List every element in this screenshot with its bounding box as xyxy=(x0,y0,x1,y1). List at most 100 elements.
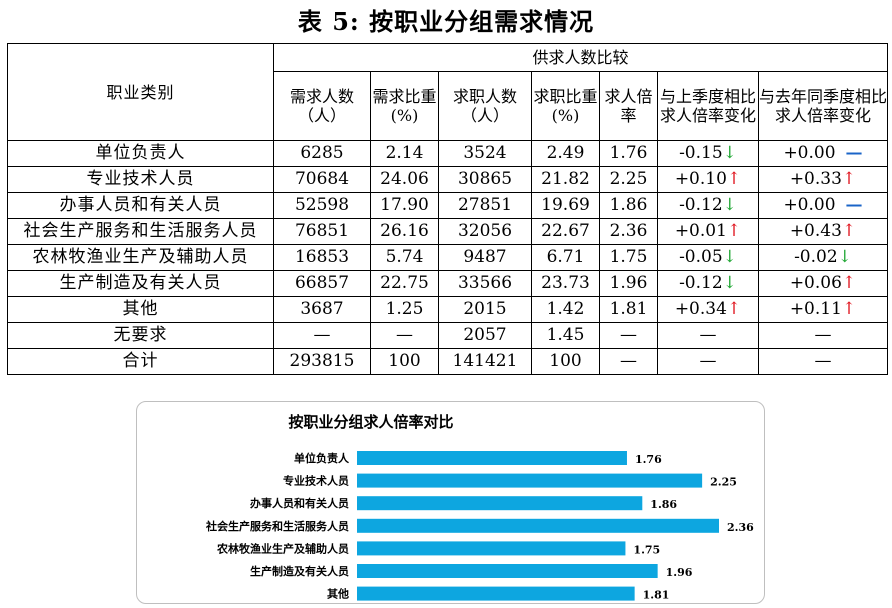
row-qoq-change-value: +0.10 xyxy=(674,169,727,189)
row-demand-share: 100 xyxy=(370,348,439,375)
row-seeker-share: 100 xyxy=(531,348,600,375)
row-demand-count: 52598 xyxy=(273,192,371,219)
ratio-bar-chart: 按职业分组求人倍率对比 单位负责人 1.76 专业技术人员 2.25 办事人员和有关人员… xyxy=(205,413,754,602)
row-yoy-change-value: +0.43 xyxy=(789,221,842,241)
row-qoq-change-value: -0.12 xyxy=(679,273,723,293)
row-seeker-count-value: 33566 xyxy=(457,273,513,293)
header-group: 供求人数比较 xyxy=(273,43,888,72)
table-title: 表 5: 按职业分组需求情况 xyxy=(297,7,595,36)
row-qoq-change: -0.15↓ xyxy=(657,140,759,167)
row-yoy-change-value: — xyxy=(814,351,832,371)
row-category: 其他 xyxy=(7,296,274,323)
row-demand-share-value: 100 xyxy=(388,351,421,371)
row-category: 无要求 xyxy=(7,322,274,349)
row-yoy-change-value: +0.33 xyxy=(789,169,842,189)
row-category: 专业技术人员 xyxy=(7,166,274,193)
row-category: 农林牧渔业生产及辅助人员 xyxy=(7,244,274,271)
chart-data-label: 1.86 xyxy=(650,498,677,511)
row-seeker-share-value: 2.49 xyxy=(546,143,585,163)
row-qoq-change: +0.34↑ xyxy=(657,296,759,323)
row-seeker-count: 2015 xyxy=(438,296,532,323)
row-demand-count: 66857 xyxy=(273,270,371,297)
table-body: 单位负责人 6285 2.14 3524 2.49 1.76 -0.15↓ +0.00— 专业技… xyxy=(7,140,888,375)
header-qoq: 与上季度相比求人倍率变化 xyxy=(657,71,759,141)
arrow-down-icon: ↓ xyxy=(722,247,737,267)
chart-bar xyxy=(357,518,719,533)
header-ratio-label: 求人倍率 xyxy=(604,87,653,125)
row-ratio: 1.75 xyxy=(599,244,658,271)
row-seeker-share: 6.71 xyxy=(531,244,600,271)
row-qoq-change: -0.12↓ xyxy=(657,270,759,297)
row-seeker-count: 30865 xyxy=(438,166,532,193)
table-row: 专业技术人员 70684 24.06 30865 21.82 2.25 +0.10↑ +0.3… xyxy=(7,166,888,193)
chart-data-label: 1.81 xyxy=(643,589,670,602)
row-qoq-change: +0.10↑ xyxy=(657,166,759,193)
row-category: 合计 xyxy=(7,348,274,375)
row-ratio: 2.25 xyxy=(599,166,658,193)
row-yoy-change: +0.06↑ xyxy=(758,270,888,297)
row-demand-share-value: 1.25 xyxy=(385,299,424,319)
row-demand-count-value: 3687 xyxy=(300,299,344,319)
chart-category-label: 农林牧渔业生产及辅助人员 xyxy=(216,541,349,555)
chart-data-label: 1.75 xyxy=(633,543,660,556)
row-seeker-count: 2057 xyxy=(438,322,532,349)
row-category-value: 社会生产服务和生活服务人员 xyxy=(23,221,258,241)
row-qoq-change-value: — xyxy=(699,351,717,371)
row-qoq-change-value: -0.05 xyxy=(679,247,723,267)
chart-bar xyxy=(357,496,643,511)
row-seeker-share-value: 21.82 xyxy=(541,169,590,189)
chart-category-label: 办事人员和有关人员 xyxy=(250,496,349,510)
row-category-value: 专业技术人员 xyxy=(86,169,195,189)
row-seeker-share-value: 1.45 xyxy=(546,325,585,345)
row-ratio-value: — xyxy=(620,351,637,371)
occupation-demand-table: 职业类别 供求人数比较 需求人数（人） 需求比重(%) 求职人数（人） 求职比重… xyxy=(7,43,888,375)
header-demand-share: 需求比重(%) xyxy=(370,71,439,141)
row-demand-share-value: 2.14 xyxy=(385,143,424,163)
row-seeker-count-value: 9487 xyxy=(463,247,507,267)
row-seeker-share-value: 22.67 xyxy=(541,221,590,241)
header-yoy-label: 与去年同季度相比求人倍率变化 xyxy=(759,87,888,125)
row-demand-count: 293815 xyxy=(273,348,371,375)
row-seeker-share-value: 19.69 xyxy=(541,195,590,215)
row-seeker-share: 22.67 xyxy=(531,218,600,245)
row-yoy-change: +0.00 — xyxy=(758,140,888,167)
row-ratio-value: 1.96 xyxy=(609,273,648,293)
row-seeker-count-value: 3524 xyxy=(463,143,507,163)
row-qoq-change: +0.01↑ xyxy=(657,218,759,245)
table-row: 社会生产服务和生活服务人员 76851 26.16 32056 22.67 2.36 +0.… xyxy=(7,218,888,245)
header-seeker-count-label: 求职人数（人） xyxy=(452,87,517,125)
chart-bar xyxy=(357,541,626,556)
row-seeker-count-value: 30865 xyxy=(457,169,513,189)
row-yoy-change-value: +0.00 xyxy=(783,143,836,163)
row-demand-share-value: 26.16 xyxy=(380,221,429,241)
header-demand-count-label: 需求人数（人） xyxy=(289,87,354,125)
arrow-down-icon: ↓ xyxy=(722,143,737,163)
row-seeker-count-value: 141421 xyxy=(452,351,518,371)
arrow-up-icon: ↑ xyxy=(841,221,857,241)
chart-data-label: 1.76 xyxy=(635,453,662,466)
chart-bar xyxy=(357,473,703,488)
table-row: 其他 3687 1.25 2015 1.42 1.81 +0.34↑ +0.11↑ xyxy=(7,296,888,323)
row-seeker-share: 2.49 xyxy=(531,140,600,167)
row-demand-share-value: 24.06 xyxy=(380,169,429,189)
chart-bar xyxy=(357,586,635,601)
table-row: 农林牧渔业生产及辅助人员 16853 5.74 9487 6.71 1.75 -0.05↓ -… xyxy=(7,244,888,271)
header-seeker-count: 求职人数（人） xyxy=(438,71,532,141)
row-demand-count: — xyxy=(273,322,371,349)
row-qoq-change: -0.12↓ xyxy=(657,192,759,219)
chart-category-label: 生产制造及有关人员 xyxy=(250,564,349,578)
row-ratio-value: 2.36 xyxy=(609,221,648,241)
row-demand-share: 24.06 xyxy=(370,166,439,193)
row-ratio: 2.36 xyxy=(599,218,658,245)
row-demand-share: 1.25 xyxy=(370,296,439,323)
row-qoq-change: — xyxy=(657,348,759,375)
row-category: 单位负责人 xyxy=(7,140,274,167)
chart-data-label: 2.36 xyxy=(727,521,754,534)
header-seeker-share: 求职比重(%) xyxy=(531,71,600,141)
row-ratio: 1.76 xyxy=(599,140,658,167)
row-seeker-count: 3524 xyxy=(438,140,532,167)
row-seeker-share-value: 1.42 xyxy=(546,299,585,319)
row-ratio: 1.81 xyxy=(599,296,658,323)
row-category-value: 无要求 xyxy=(113,325,168,345)
row-seeker-count: 27851 xyxy=(438,192,532,219)
